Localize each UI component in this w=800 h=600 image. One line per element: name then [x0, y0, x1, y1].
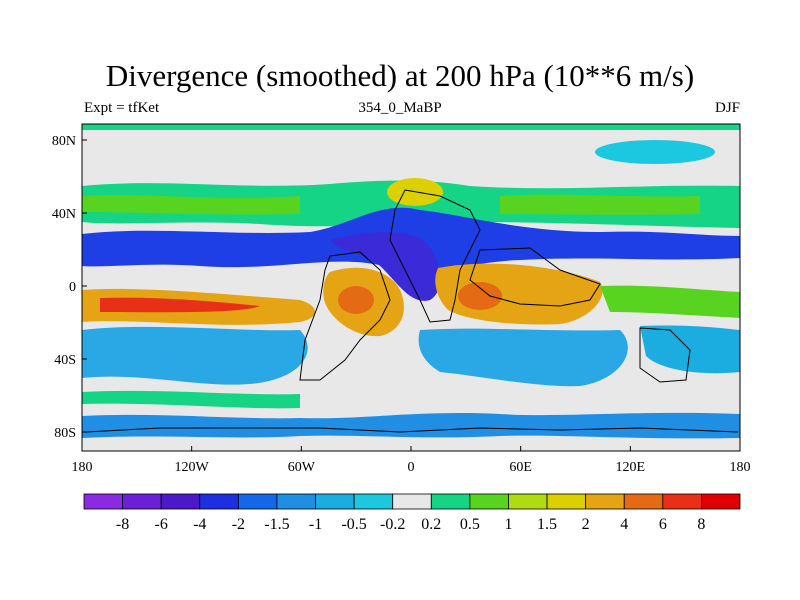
- pacific-divergence-band: [600, 285, 740, 318]
- season-label: DJF: [714, 100, 740, 116]
- experiment-label: Expt = tfKet: [84, 100, 160, 116]
- south-america-divergence-core: [338, 286, 374, 314]
- colorbar-label: -0.5: [341, 516, 366, 533]
- antarctica-outline: [85, 427, 739, 433]
- colorbar-label: 4: [620, 516, 628, 533]
- y-tick-label: 40S: [54, 353, 76, 368]
- colorbar-swatch: [353, 493, 394, 510]
- colorbar-label: 1.5: [537, 516, 557, 533]
- x-tick-label: 120W: [175, 460, 210, 475]
- arctic-convergence: [595, 140, 715, 164]
- colorbar-swatch: [662, 493, 702, 510]
- colorbar-label: -8: [116, 516, 129, 533]
- equatorial-divergence-west-core: [100, 297, 260, 313]
- colorbar-label: -1.5: [264, 516, 289, 533]
- south-pacific-convergence: [82, 326, 308, 385]
- colorbar-label: -0.2: [380, 516, 405, 533]
- x-tick-label: 120E: [616, 460, 646, 475]
- africa-divergence-core: [458, 282, 502, 310]
- x-tick-label: 60W: [288, 460, 316, 475]
- colorbar-label: -6: [155, 516, 168, 533]
- europe-africa-outline: [389, 189, 481, 323]
- polar-divergence-band: [82, 124, 740, 130]
- page-title: Divergence (smoothed) at 200 hPa (10**6 …: [105, 58, 695, 93]
- colorbar-swatch: [469, 493, 509, 510]
- australia-outline: [639, 327, 691, 383]
- colorbar-label: -2: [232, 516, 245, 533]
- colorbar-swatch: [199, 493, 239, 510]
- x-tick-label: 60E: [509, 460, 532, 475]
- period-label: 354_0_MaBP: [358, 100, 442, 116]
- x-tick-label: 0: [408, 460, 415, 475]
- indian-ocean-convergence: [418, 328, 628, 387]
- colorbar-swatch: [392, 493, 432, 510]
- colorbar-label: -4: [193, 516, 206, 533]
- x-tick-label: 180: [72, 460, 93, 475]
- x-axis-ticks: 180 120W 60W 0 60E 120E 180: [72, 446, 751, 475]
- colorbar-swatch: [623, 493, 664, 510]
- colorbar: -8 -6 -4 -2 -1.5 -1 -0.5 -0.2 0.2 0.5 1 1.5 2 4 6 8: [83, 493, 741, 533]
- north-divergence-core-east: [500, 194, 700, 215]
- x-tick-label: 180: [730, 460, 751, 475]
- colorbar-swatch: [122, 493, 162, 510]
- strong-convergence-core: [330, 232, 441, 301]
- divergence-field: [82, 124, 740, 451]
- colorbar-label: 0.2: [421, 516, 441, 533]
- y-tick-label: 80S: [54, 426, 76, 441]
- colorbar-swatch: [237, 493, 278, 510]
- colorbar-label: 6: [659, 516, 667, 533]
- coastline-outlines: [85, 189, 739, 433]
- colorbar-label: 1: [504, 516, 512, 533]
- colorbar-label: 2: [582, 516, 590, 533]
- south-divergence-band: [82, 390, 300, 409]
- colorbar-swatch: [701, 493, 741, 510]
- y-tick-label: 0: [69, 280, 76, 295]
- south-america-outline: [299, 251, 391, 381]
- south-polar-convergence: [82, 412, 740, 439]
- colorbar-label: 0.5: [460, 516, 480, 533]
- colorbar-swatch: [276, 493, 316, 510]
- asia-outline: [469, 247, 601, 307]
- colorbar-swatch: [160, 493, 201, 510]
- colorbar-swatch: [430, 493, 471, 510]
- colorbar-swatch: [546, 493, 587, 510]
- y-tick-label: 40N: [52, 207, 76, 222]
- colorbar-swatch: [315, 493, 355, 510]
- colorbar-label: 8: [697, 516, 705, 533]
- colorbar-swatch: [508, 493, 548, 510]
- y-tick-label: 80N: [52, 134, 76, 149]
- north-divergence-core: [82, 195, 300, 215]
- colorbar-label: -1: [309, 516, 322, 533]
- y-axis-ticks: 80N 40N 0 40S 80S: [52, 134, 87, 441]
- colorbar-swatch: [83, 493, 123, 510]
- colorbar-swatch: [585, 493, 625, 510]
